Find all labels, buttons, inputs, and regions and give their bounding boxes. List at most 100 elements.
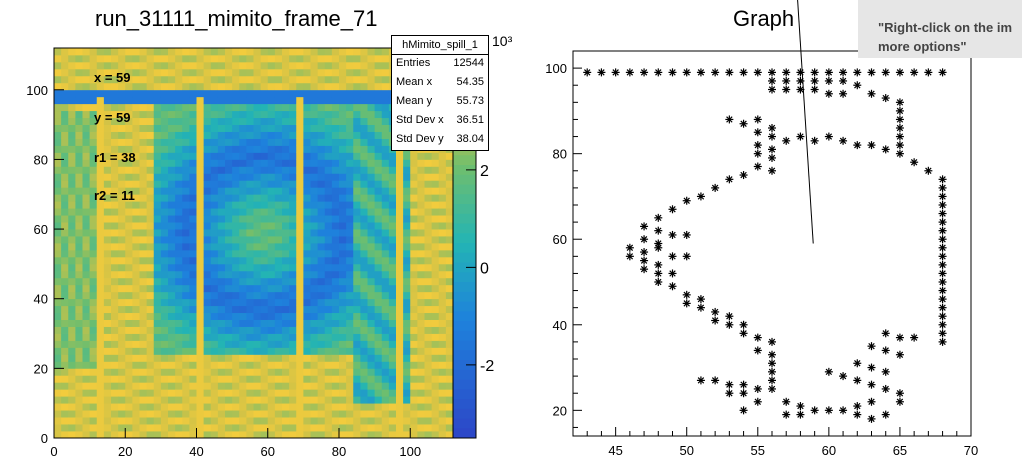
graph-point: [895, 333, 904, 342]
heatmap-cell: [289, 277, 297, 286]
heatmap-cell: [339, 368, 347, 376]
heatmap-cell: [396, 403, 404, 411]
point-stroke: [683, 197, 690, 204]
heatmap-cell: [339, 215, 347, 223]
heatmap-cell: [61, 249, 69, 258]
heatmap-cell: [196, 117, 205, 125]
heatmap-cell: [239, 403, 247, 411]
heatmap-cell: [146, 82, 155, 91]
heatmap-cell: [175, 229, 183, 237]
heatmap-cell: [317, 389, 326, 397]
heatmap-cell: [324, 333, 333, 341]
heatmap-cell: [210, 396, 219, 404]
heatmap-cell: [388, 354, 397, 362]
heatmap-cell: [96, 54, 105, 63]
heatmap-cell: [374, 326, 383, 334]
heatmap-cell: [203, 396, 212, 404]
heatmap-cell: [160, 319, 169, 327]
heatmap-cell: [274, 229, 283, 237]
heatmap-cell: [403, 382, 411, 390]
heatmap-cell: [438, 236, 447, 244]
graph-point: [654, 68, 663, 77]
heatmap-cell: [324, 389, 333, 397]
heatmap-cell: [267, 159, 276, 167]
heatmap-cell: [125, 48, 133, 56]
heatmap-cell: [296, 173, 304, 181]
heatmap-cell: [232, 305, 240, 314]
heatmap-cell: [96, 194, 105, 202]
heatmap-cell: [374, 375, 383, 383]
heatmap-cell: [310, 424, 319, 432]
heatmap-cell: [438, 347, 447, 355]
heatmap-cell: [196, 382, 205, 390]
heatmap-cell: [360, 326, 368, 334]
heatmap-cell: [82, 410, 91, 418]
heatmap-cell: [160, 236, 169, 244]
heatmap-cell: [388, 201, 397, 209]
heatmap-cell: [61, 354, 69, 362]
graph-point: [768, 350, 776, 359]
heatmap-cell: [182, 96, 190, 105]
heatmap-cell: [246, 236, 254, 244]
graph-point: [782, 68, 791, 77]
heatmap-cell: [132, 382, 140, 390]
stats-box[interactable]: hMimito_spill_1 Entries 12544 Mean x 54.…: [391, 35, 489, 151]
heatmap-cell: [103, 215, 112, 223]
heatmap-cell: [253, 82, 262, 91]
point-stroke: [768, 86, 776, 93]
heatmap-cell: [438, 403, 447, 411]
heatmap-cell: [353, 68, 361, 77]
heatmap-cell: [118, 298, 126, 307]
heatmap-cell: [438, 354, 447, 362]
left-canvas-pad[interactable]: run_31111_mimito_frame_71 0 20 40 60 80 100 0 2…: [0, 0, 512, 463]
heatmap-cell: [360, 138, 368, 146]
heatmap-cell: [89, 347, 98, 355]
heatmap-cell: [203, 326, 212, 334]
heatmap-cell: [103, 229, 112, 237]
heatmap-cell: [232, 103, 240, 112]
graph-point: [668, 230, 677, 239]
heatmap-cell: [182, 215, 190, 223]
heatmap-cell: [75, 389, 83, 397]
heatmap-cell: [103, 326, 112, 334]
heatmap-cell: [68, 152, 76, 160]
heatmap-cell: [168, 354, 176, 362]
heatmap-cell: [253, 75, 262, 84]
heatmap-cell: [118, 229, 126, 237]
heatmap-cell: [246, 347, 254, 355]
heatmap-cell: [353, 54, 361, 63]
heatmap-cell: [353, 403, 361, 411]
point-stroke: [825, 133, 833, 140]
graph-point: [711, 183, 720, 192]
heatmap-cell: [260, 396, 269, 404]
heatmap-cell: [417, 159, 425, 167]
heatmap-cell: [253, 417, 262, 425]
heatmap-cell: [310, 270, 319, 279]
heatmap-cell: [374, 270, 383, 279]
right-canvas-pad[interactable]: Graph 45 50 55 60 65 70 20 40 60 80 100: [511, 0, 1022, 463]
heatmap-cell: [424, 382, 433, 390]
heatmap-cell: [310, 284, 319, 293]
heatmap-cell: [374, 194, 383, 202]
heatmap-cell: [403, 361, 411, 369]
heatmap-cell: [89, 131, 98, 139]
heatmap-cell: [153, 145, 162, 153]
point-stroke: [896, 141, 904, 149]
point-stroke: [896, 124, 904, 132]
heatmap-cell: [381, 312, 390, 320]
heatmap-cell: [367, 249, 376, 258]
heatmap-cell: [310, 222, 319, 230]
heatmap-cell: [118, 326, 126, 334]
heatmap-cell: [260, 110, 269, 119]
heatmap-cell: [103, 277, 112, 286]
heatmap-cell: [96, 368, 105, 376]
heatmap-cell: [103, 424, 112, 432]
heatmap-cell: [360, 410, 368, 418]
heatmap-cell: [96, 396, 105, 404]
heatmap-cell: [274, 61, 283, 70]
graph-point: [867, 397, 876, 406]
heatmap-cell: [239, 284, 247, 293]
heatmap-cell: [153, 48, 162, 56]
